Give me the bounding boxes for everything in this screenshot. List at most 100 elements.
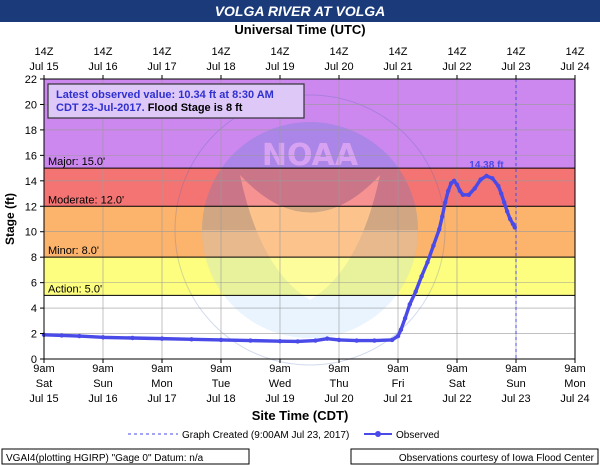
observed-point — [460, 192, 466, 198]
observed-point — [413, 289, 418, 294]
y-tick-label: 10 — [25, 227, 37, 239]
observed-point — [472, 186, 477, 191]
x-tick-time: 9am — [210, 363, 231, 375]
x-tick-day: Thu — [330, 378, 349, 390]
observed-point — [499, 191, 504, 196]
legend-observed-label: Observed — [396, 430, 439, 441]
observed-point — [496, 183, 501, 189]
x-tick-day: Fri — [392, 378, 405, 390]
observed-point — [295, 339, 300, 344]
x-top-tick-date: Jul 24 — [560, 61, 589, 73]
x-tick-time: 9am — [564, 363, 585, 375]
observed-point — [502, 200, 507, 205]
observed-point — [277, 338, 283, 344]
observed-point — [440, 214, 445, 219]
y-tick-label: 22 — [25, 74, 37, 86]
x-top-tick-date: Jul 23 — [501, 61, 530, 73]
observed-point — [402, 316, 408, 321]
observed-point — [389, 337, 395, 343]
observed-point — [395, 333, 401, 339]
flood-label-3: Action: 5.0' — [48, 283, 102, 295]
infobox-line2: CDT 23-Jul-2017. Flood Stage is 8 ft — [56, 102, 243, 114]
y-axis-title: Stage (ft) — [3, 193, 17, 245]
y-tick-label: 20 — [25, 99, 37, 111]
observed-point — [336, 337, 342, 343]
top-axis-title: Universal Time (UTC) — [234, 22, 365, 37]
x-top-tick-date: Jul 20 — [324, 61, 353, 73]
observed-point — [189, 337, 194, 342]
plot-border — [43, 78, 576, 360]
x-top-tick-time: 14Z — [94, 46, 113, 58]
seal-outer-ring — [174, 94, 446, 366]
observed-point — [454, 182, 460, 187]
observed-point — [478, 177, 483, 182]
chart-title: VOLGA RIVER AT VOLGA — [215, 3, 386, 19]
observed-point — [130, 335, 135, 341]
x-tick-time: 9am — [92, 363, 113, 375]
observed-point — [457, 188, 463, 194]
observed-point — [218, 337, 224, 343]
y-tick-label: 18 — [25, 125, 37, 137]
y-tick-label: 12 — [25, 201, 37, 213]
observed-point — [372, 338, 377, 343]
x-top-tick-time: 14Z — [212, 46, 231, 58]
x-tick-day: Tue — [212, 378, 231, 390]
x-tick-date: Jul 19 — [265, 393, 294, 405]
flood-label-1: Moderate: 12.0' — [48, 194, 124, 206]
series-observed-line — [42, 174, 517, 344]
x-tick-time: 9am — [269, 363, 290, 375]
x-top-tick-time: 14Z — [448, 46, 467, 58]
flood-band-3 — [44, 257, 575, 296]
flood-label-0: Major: 15.0' — [48, 156, 105, 168]
x-top-tick-time: 14Z — [330, 46, 349, 58]
observed-point — [507, 216, 513, 222]
x-tick-time: 9am — [446, 363, 467, 375]
y-tick-label: 0 — [31, 354, 37, 366]
x-tick-date: Jul 17 — [147, 393, 176, 405]
observed-point — [437, 226, 442, 232]
x-tick-time: 9am — [151, 363, 172, 375]
title-bar — [0, 0, 600, 22]
x-tick-day: Sun — [93, 378, 113, 390]
observed-point — [451, 178, 457, 184]
peak-label: 14.38 ft — [469, 160, 504, 171]
x-tick-time: 9am — [505, 363, 526, 375]
observed-point — [504, 209, 510, 214]
seal-disc — [202, 122, 418, 338]
infobox-flood-stage: Flood Stage is 8 ft — [145, 102, 243, 114]
x-top-tick-time: 14Z — [507, 46, 526, 58]
x-top-tick-time: 14Z — [566, 46, 585, 58]
legend-graph-created-label: Graph Created (9:00AM Jul 23, 2017) — [182, 430, 349, 441]
observed-point — [77, 333, 82, 339]
observed-point — [325, 336, 330, 341]
observed-point — [431, 243, 436, 248]
x-top-tick-time: 14Z — [153, 46, 172, 58]
infobox-line1: Latest observed value: 10.34 ft at 8:30 … — [56, 89, 274, 101]
x-tick-date: Jul 16 — [88, 393, 117, 405]
x-top-tick-date: Jul 19 — [265, 61, 294, 73]
x-tick-date: Jul 24 — [560, 393, 589, 405]
footer-right-text: Observations courtesy of Iowa Flood Cent… — [399, 453, 595, 464]
observed-point — [100, 335, 106, 340]
observed-point — [490, 176, 495, 181]
x-tick-date: Jul 21 — [383, 393, 412, 405]
x-top-tick-date: Jul 18 — [206, 61, 235, 73]
x-top-tick-time: 14Z — [271, 46, 290, 58]
observed-point — [466, 192, 471, 198]
x-tick-time: 9am — [387, 363, 408, 375]
observed-point — [313, 338, 318, 343]
infobox-date: CDT 23-Jul-2017. — [56, 102, 145, 114]
x-tick-date: Jul 15 — [29, 393, 58, 405]
y-tick-label: 8 — [31, 252, 37, 264]
x-tick-day: Sat — [449, 378, 466, 390]
y-tick-label: 6 — [31, 278, 37, 290]
observed-point — [425, 260, 430, 265]
x-top-tick-time: 14Z — [35, 46, 54, 58]
x-tick-time: 9am — [33, 363, 54, 375]
x-top-tick-date: Jul 21 — [383, 61, 412, 73]
footer-right-box — [350, 448, 599, 465]
observed-point — [445, 188, 451, 194]
x-tick-date: Jul 20 — [324, 393, 353, 405]
x-tick-time: 9am — [328, 363, 349, 375]
